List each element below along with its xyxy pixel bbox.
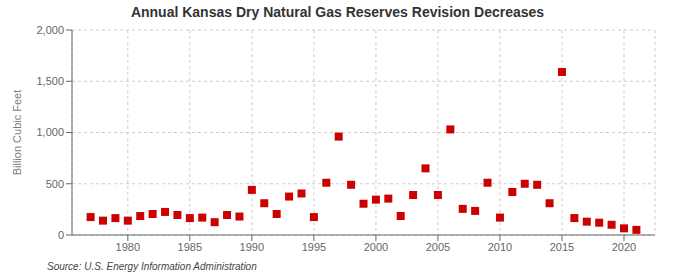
svg-text:1985: 1985 <box>178 241 202 253</box>
svg-text:2010: 2010 <box>488 241 512 253</box>
svg-text:0: 0 <box>58 229 64 241</box>
svg-text:1990: 1990 <box>240 241 264 253</box>
svg-text:1,500: 1,500 <box>36 75 64 87</box>
svg-text:2005: 2005 <box>426 241 450 253</box>
svg-text:2020: 2020 <box>612 241 636 253</box>
svg-text:2015: 2015 <box>550 241 574 253</box>
svg-text:1,000: 1,000 <box>36 126 64 138</box>
html-text:Annual Kansas Dry Natural Gas: Annual Kansas Dry Natural Gas Reserves R… <box>130 4 545 20</box>
svg-text:500: 500 <box>46 178 64 190</box>
svg-text:Billion Cubic Feet: Billion Cubic Feet <box>11 90 23 176</box>
svg-text:2000: 2000 <box>364 241 388 253</box>
html-text:Source: U.S. Energy Informatio: Source: U.S. Energy Information Administ… <box>47 261 257 272</box>
svg-text:1980: 1980 <box>116 241 140 253</box>
svg-text:2,000: 2,000 <box>36 24 64 36</box>
svg-text:1995: 1995 <box>302 241 326 253</box>
